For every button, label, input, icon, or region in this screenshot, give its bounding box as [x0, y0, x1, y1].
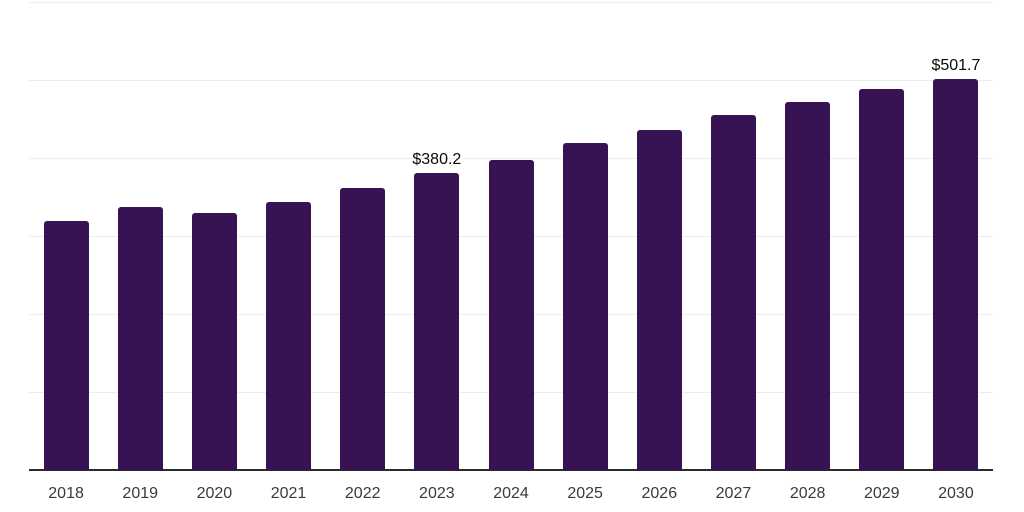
x-tick-label-2022: 2022: [344, 485, 381, 502]
bar-2026[interactable]: [637, 130, 682, 470]
x-tick-label-2026: 2026: [641, 485, 678, 502]
bar-2025[interactable]: [563, 143, 608, 470]
bar-2021[interactable]: [266, 202, 311, 470]
bar-2022[interactable]: [340, 188, 385, 470]
data-label-2030: $501.7: [931, 56, 981, 74]
gridline: [29, 2, 993, 3]
bar-2028[interactable]: [785, 102, 830, 470]
x-tick-label-2018: 2018: [48, 485, 84, 502]
bar-2018[interactable]: [44, 221, 89, 470]
bar-2020[interactable]: [192, 213, 237, 470]
bar-2029[interactable]: [859, 89, 904, 470]
gridline: [29, 158, 993, 159]
x-tick-label-2020: 2020: [196, 485, 233, 502]
bar-2027[interactable]: [711, 115, 756, 470]
x-tick-label-2030: 2030: [938, 485, 974, 502]
x-tick-label-2028: 2028: [789, 485, 826, 502]
x-tick-label-2023: 2023: [419, 485, 455, 502]
gridline: [29, 80, 993, 81]
x-tick-label-2025: 2025: [567, 485, 603, 502]
bar-2030[interactable]: [933, 79, 978, 470]
data-label-2023: $380.2: [412, 151, 462, 169]
x-tick-label-2021: 2021: [270, 485, 307, 502]
x-tick-label-2029: 2029: [863, 485, 900, 502]
x-tick-label-2027: 2027: [715, 485, 752, 502]
x-axis-line: [29, 469, 993, 471]
x-tick-label-2019: 2019: [122, 485, 159, 502]
bar-2024[interactable]: [489, 160, 534, 470]
bar-2019[interactable]: [118, 207, 163, 470]
bar-2023[interactable]: [414, 173, 459, 470]
x-tick-label-2024: 2024: [493, 485, 529, 502]
